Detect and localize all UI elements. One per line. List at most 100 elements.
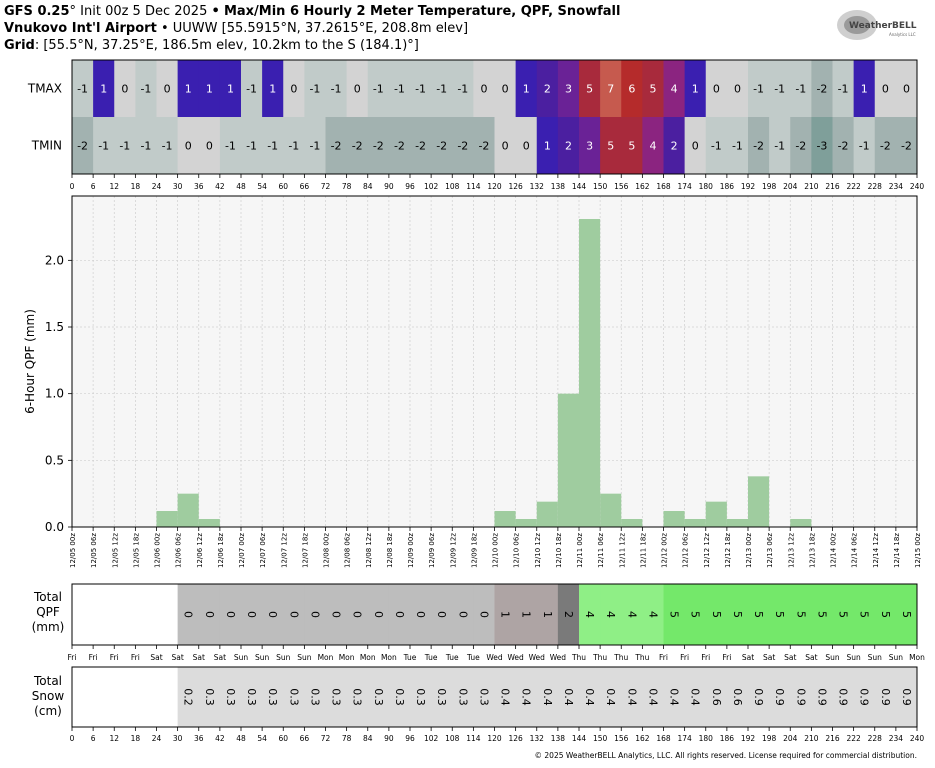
hour-tick-label: 84 — [363, 734, 373, 743]
tmin-value: -2 — [77, 140, 88, 153]
tmin-value: -1 — [98, 140, 109, 153]
qpf-total-value: 5 — [773, 611, 786, 618]
snow-total-value: 0.9 — [752, 688, 765, 706]
tmin-cell — [473, 117, 495, 174]
tmax-value: -1 — [753, 83, 764, 96]
tmax-value: 3 — [565, 83, 572, 96]
hour-tick-label: 138 — [551, 182, 566, 191]
tmax-value: 0 — [480, 83, 487, 96]
hour-tick-label: 204 — [783, 734, 798, 743]
day-tick-label: Thu — [592, 653, 607, 662]
hour-tick-label: 198 — [762, 182, 777, 191]
hour-tick-label: 162 — [635, 734, 650, 743]
tmin-cell — [283, 117, 305, 174]
tmin-value: 0 — [502, 140, 509, 153]
tmax-cell — [790, 60, 812, 117]
tmin-value: -1 — [774, 140, 785, 153]
tmax-value: -1 — [246, 83, 257, 96]
qpf-total-cell — [177, 584, 200, 645]
day-tick-label: Fri — [89, 653, 98, 662]
snow-total-cell — [705, 667, 728, 727]
tmin-cell — [515, 117, 538, 174]
tmin-cell — [684, 117, 707, 174]
snow-total-cell — [790, 667, 812, 727]
qpf-total-cell — [473, 584, 495, 645]
qpf-total-value: 0 — [287, 611, 300, 618]
snow-total-label: (cm) — [34, 704, 62, 718]
qpf-bar — [705, 501, 727, 527]
hour-tick-label: 60 — [278, 182, 288, 191]
tmin-value: -1 — [267, 140, 278, 153]
x-tick-label: 12/10 00z — [492, 533, 500, 568]
qpf-total-value: 5 — [689, 611, 702, 618]
hour-tick-label: 144 — [572, 734, 587, 743]
snow-total-value: 0.9 — [837, 688, 850, 706]
tmax-value: 0 — [903, 83, 910, 96]
hour-tick-label: 240 — [910, 182, 925, 191]
grid-label: Grid — [4, 38, 35, 53]
hour-tick-label: 216 — [825, 734, 840, 743]
snow-total-value: 0.4 — [541, 688, 554, 706]
tmax-value: -1 — [331, 83, 342, 96]
day-tick-label: Wed — [529, 653, 546, 662]
tmax-value: 0 — [734, 83, 741, 96]
tmin-value: -2 — [331, 140, 342, 153]
tmax-cell — [536, 60, 559, 117]
x-tick-label: 12/07 06z — [259, 533, 267, 568]
day-tick-label: Tue — [424, 653, 438, 662]
snow-total-value: 0.3 — [351, 688, 364, 706]
snow-total-value: 0.3 — [414, 688, 427, 706]
tmin-value: 0 — [185, 140, 192, 153]
tmax-value: -1 — [795, 83, 806, 96]
tmin-cell — [663, 117, 686, 174]
day-tick-label: Mon — [360, 653, 376, 662]
snow-total-cell — [895, 667, 918, 727]
snow-total-value: 0.4 — [520, 688, 533, 706]
hour-tick-label: 72 — [321, 734, 331, 743]
day-tick-label: Mon — [909, 653, 925, 662]
x-tick-label: 12/11 18z — [639, 533, 647, 568]
hour-tick-label: 42 — [215, 182, 225, 191]
snow-total-cell — [642, 667, 664, 727]
tmax-value: -1 — [457, 83, 468, 96]
tmax-cell — [853, 60, 876, 117]
qpf-total-value: 5 — [900, 611, 913, 618]
qpf-total-cell — [367, 584, 390, 645]
qpf-bar — [748, 476, 770, 527]
qpf-bar — [515, 519, 537, 527]
qpf-bar — [621, 519, 643, 527]
hour-tick-label: 84 — [363, 182, 373, 191]
snow-total-value: 0.4 — [499, 688, 512, 706]
tmax-value: 2 — [544, 83, 551, 96]
qpf-total-cell — [832, 584, 855, 645]
tmax-value: 1 — [523, 83, 530, 96]
hour-tick-label: 180 — [699, 182, 714, 191]
snow-total-label: Total — [33, 674, 62, 688]
hour-tick-label: 12 — [109, 734, 119, 743]
chart-title: Max/Min 6 Hourly 2 Meter Temperature, QP… — [223, 4, 621, 19]
day-tick-label: Thu — [613, 653, 628, 662]
x-tick-label: 12/08 00z — [323, 533, 331, 568]
snow-total-cell — [431, 667, 453, 727]
qpf-total-cell — [410, 584, 432, 645]
tmax-value: 0 — [164, 83, 171, 96]
tmax-cell — [93, 60, 115, 117]
x-tick-label: 12/11 00z — [576, 533, 584, 568]
site-info: UUWW [55.5915°N, 37.2615°E, 208.8m elev] — [172, 21, 469, 36]
snow-total-value: 0.6 — [731, 688, 744, 706]
snow-total-value: 0.4 — [583, 688, 596, 706]
qpf-total-value: 4 — [583, 611, 596, 618]
qpf-total-value: 1 — [499, 611, 512, 618]
tmin-cell — [748, 117, 770, 174]
qpf-total-value: 4 — [625, 611, 638, 618]
snow-total-cell — [473, 667, 495, 727]
x-tick-label: 12/11 12z — [618, 533, 626, 568]
hour-tick-label: 78 — [342, 182, 352, 191]
x-tick-label: 12/11 06z — [597, 533, 605, 568]
tmin-cell — [536, 117, 559, 174]
qpf-total-label: QPF — [36, 605, 60, 619]
tmin-value: -2 — [795, 140, 806, 153]
separator: • — [211, 4, 220, 19]
tmax-cell — [515, 60, 538, 117]
x-tick-label: 12/09 18z — [470, 533, 478, 568]
